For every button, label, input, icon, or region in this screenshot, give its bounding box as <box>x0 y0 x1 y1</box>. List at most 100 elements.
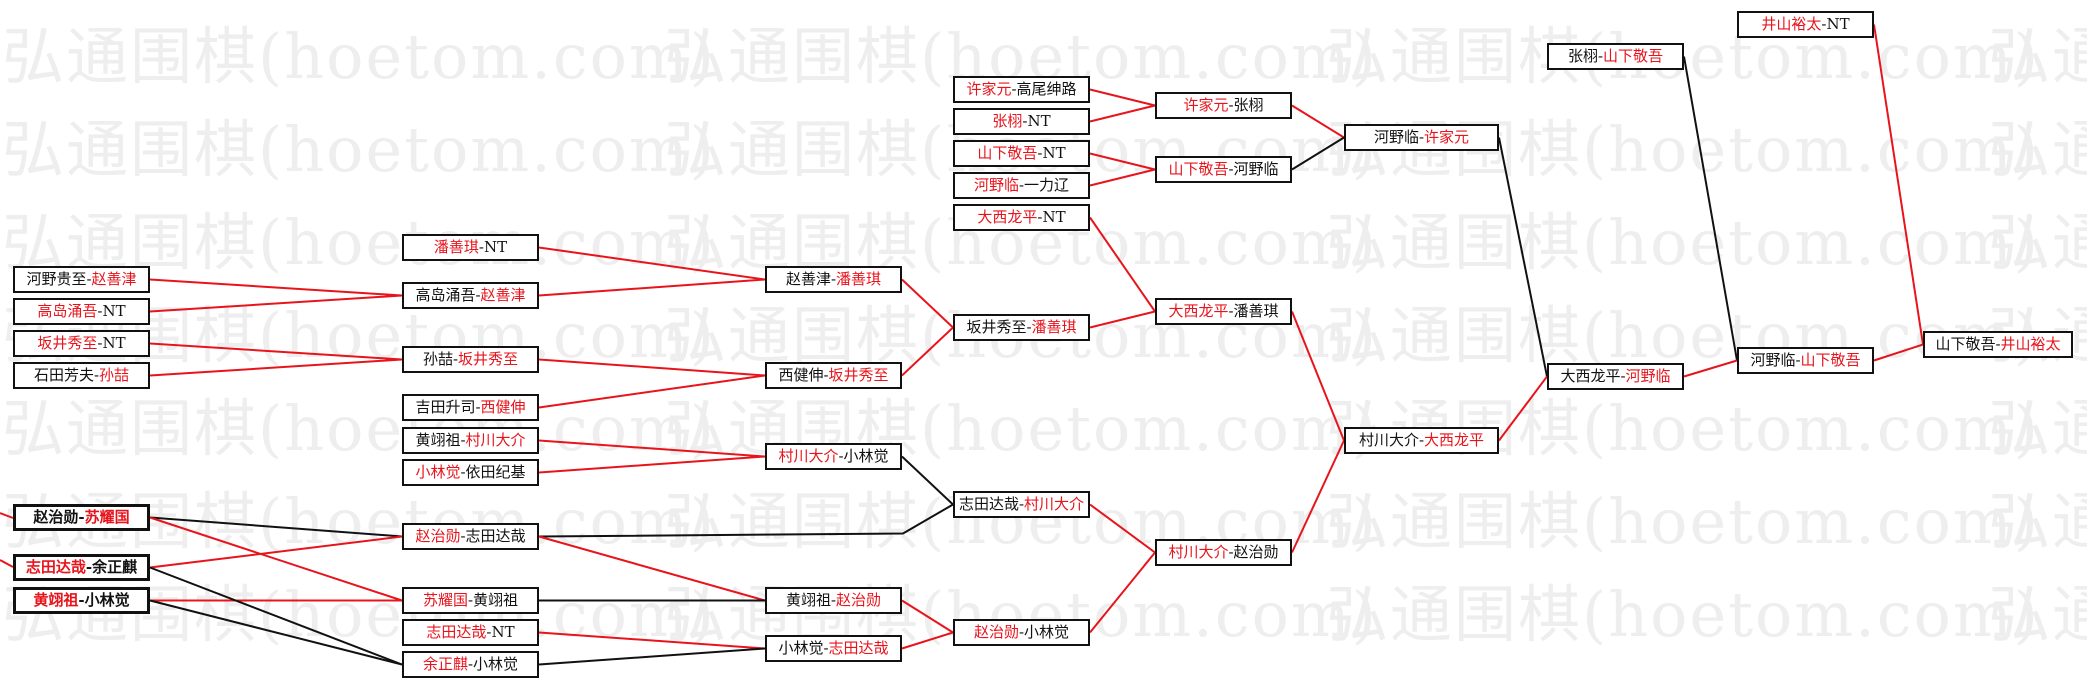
player-name: 坂井秀至 <box>37 334 98 352</box>
separator: - <box>1018 176 1025 194</box>
player-name: 石田芳夫 <box>33 366 94 384</box>
player-name: 高岛涌吾 <box>415 286 476 304</box>
player-name: 赵治勋 <box>973 623 1019 641</box>
bracket-link <box>538 535 766 602</box>
match-box: 张栩-NT <box>953 108 1090 135</box>
separator: - <box>1018 623 1025 641</box>
separator: - <box>86 270 92 288</box>
bracket-link <box>901 326 954 377</box>
bracket-link <box>538 278 766 297</box>
separator: - <box>823 639 829 657</box>
match-box: 黄翊祖-小林觉 <box>13 587 150 614</box>
player-name: 井山裕太 <box>2000 335 2061 353</box>
separator: - <box>1418 431 1425 449</box>
match-box: 黄翊祖-村川大介 <box>402 427 539 454</box>
match-box: 河野临-许家元 <box>1344 124 1499 151</box>
match-box: 高岛涌吾-赵善津 <box>402 282 539 309</box>
player-name: 潘善琪 <box>1233 302 1279 320</box>
match-box: 山下敬吾-NT <box>953 140 1090 167</box>
match-box: 小林觉-志田达哉 <box>765 635 902 662</box>
bracket-link <box>1291 136 1345 171</box>
player-name: 苏耀国 <box>84 508 130 526</box>
separator: - <box>1795 351 1801 369</box>
bracket-link <box>1498 375 1548 442</box>
separator: - <box>1228 302 1234 320</box>
separator: - <box>478 238 484 256</box>
player-name: 大西龙平 <box>1424 431 1485 449</box>
separator: - <box>1022 112 1028 130</box>
bracket-link <box>1089 310 1156 329</box>
player-name: 张栩 <box>992 112 1023 130</box>
player-name: 山下敬吾 <box>1935 335 1996 353</box>
separator: - <box>1037 208 1043 226</box>
separator: - <box>1037 144 1043 162</box>
bracket-link <box>538 358 766 377</box>
match-box: 大西龙平-潘善琪 <box>1155 298 1292 325</box>
bracket-link <box>149 342 403 361</box>
separator: - <box>1821 15 1827 33</box>
match-box: 坂井秀至-潘善琪 <box>953 314 1090 341</box>
player-name: 苏耀国 <box>422 591 468 609</box>
separator: - <box>1418 128 1425 146</box>
bracket-link <box>538 455 766 474</box>
separator: - <box>1597 47 1604 65</box>
bracket-link <box>0 512 14 519</box>
separator: - <box>78 508 85 526</box>
player-name: 张栩 <box>1567 47 1598 65</box>
player-name: 赵治勋 <box>415 527 461 545</box>
player-name: 吉田升司 <box>415 398 476 416</box>
match-box: 村川大介-赵治勋 <box>1155 539 1292 566</box>
match-box: 小林觉-依田纪基 <box>402 459 539 486</box>
match-box: 许家元-高尾绅路 <box>953 76 1090 103</box>
match-box: 西健伸-坂井秀至 <box>765 362 902 389</box>
match-box: 山下敬吾-井山裕太 <box>1923 331 2073 358</box>
separator: - <box>452 350 459 368</box>
separator: - <box>830 270 837 288</box>
player-name: 山下敬吾 <box>977 144 1038 162</box>
match-box: 赵治勋-小林觉 <box>953 619 1090 646</box>
bracket-link <box>1089 503 1156 554</box>
match-box: 大西龙平-河野临 <box>1547 363 1684 390</box>
player-name: 坂井秀至 <box>458 350 519 368</box>
player-name: 孙喆 <box>99 366 130 384</box>
player-name: 河野临 <box>1233 160 1279 178</box>
separator: - <box>830 591 837 609</box>
player-name: 余正麒 <box>422 655 468 673</box>
player-name: 小林觉 <box>1024 623 1070 641</box>
player-name: 一力辽 <box>1024 176 1070 194</box>
player-name: 小林觉 <box>415 463 461 481</box>
bracket-link <box>901 599 954 634</box>
match-box: 石田芳夫-孙喆 <box>13 362 150 389</box>
bracket-link <box>1291 440 1345 553</box>
match-box: 志田达哉-余正麒 <box>13 554 150 581</box>
player-name: NT <box>102 302 126 320</box>
bracket-link <box>1089 88 1156 107</box>
bracket-link <box>149 278 403 297</box>
bracket-link <box>0 559 14 568</box>
player-name: 山下敬吾 <box>1603 47 1664 65</box>
separator: - <box>97 302 103 320</box>
match-box: 余正麒-小林觉 <box>402 651 539 678</box>
separator: - <box>1995 335 2001 353</box>
player-name: 许家元 <box>966 80 1012 98</box>
player-name: 河野临 <box>1750 351 1796 369</box>
match-box: 坂井秀至-NT <box>13 330 150 357</box>
separator: - <box>460 463 466 481</box>
separator: - <box>97 334 103 352</box>
separator: - <box>486 623 492 641</box>
player-name: 志田达哉 <box>426 623 487 641</box>
match-box: 许家元-张栩 <box>1155 92 1292 119</box>
separator: - <box>475 398 481 416</box>
player-name: NT <box>491 623 515 641</box>
player-name: NT <box>102 334 126 352</box>
separator: - <box>1620 367 1626 385</box>
player-name: 黄翊祖 <box>33 591 79 609</box>
bracket-link <box>149 535 403 569</box>
bracket-link <box>1498 137 1548 377</box>
match-box: 志田达哉-NT <box>402 619 539 646</box>
match-box: 吉田升司-西健伸 <box>402 394 539 421</box>
separator: - <box>460 431 466 449</box>
player-name: 志田达哉 <box>828 639 889 657</box>
separator: - <box>93 366 100 384</box>
bracket-link <box>1089 104 1156 123</box>
